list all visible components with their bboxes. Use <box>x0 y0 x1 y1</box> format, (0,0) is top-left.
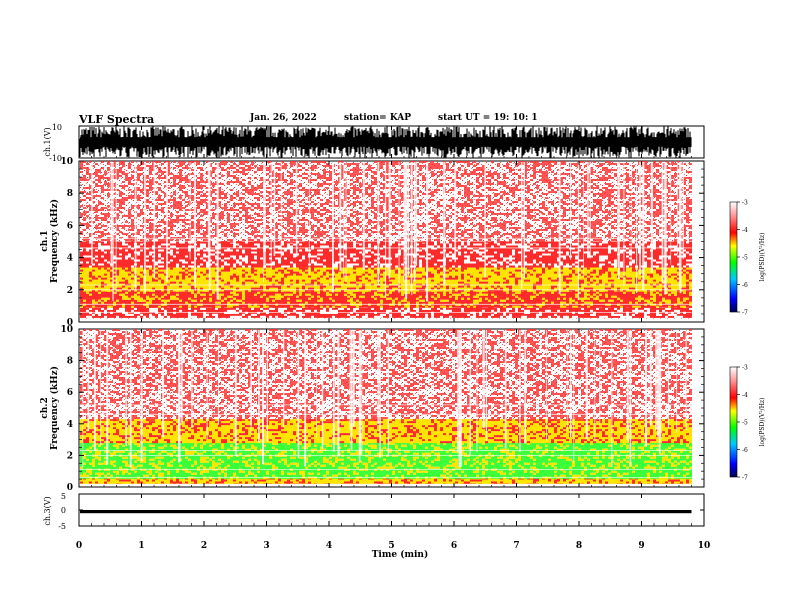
date-label: Jan. 26, 2022 <box>250 113 317 123</box>
ch1-waveform-trace <box>79 125 704 159</box>
ch1-spec-ylabel-channel: ch.1 <box>40 230 50 251</box>
freq-tick-label-10: 10 <box>60 157 73 167</box>
colorbar-tick-label--6: -6 <box>742 282 748 289</box>
freq-tick-label-4: 4 <box>67 254 73 264</box>
spectrogram-band-red-yellow-alt <box>80 289 692 308</box>
freq-tick-label-2: 2 <box>67 286 73 296</box>
ch2-colorbar-ticks: -3 -4 -5 -6 -7 <box>737 365 748 482</box>
ch1-frequency-ticks: 0 2 4 6 8 10 <box>60 157 704 328</box>
freq-tick-label-10: 10 <box>60 325 73 335</box>
freq-tick-label-8: 8 <box>67 189 73 199</box>
ch1-spec-ylabel-frequency: Frequency (kHz) <box>49 199 60 283</box>
freq-tick-label-8: 8 <box>67 357 73 367</box>
freq-tick-label-2: 2 <box>67 451 73 461</box>
ch3-ylabel: ch.3(V) <box>43 496 52 525</box>
freq-tick-label-6: 6 <box>67 221 73 231</box>
freq-tick-label-4: 4 <box>67 420 73 430</box>
start-time-label: start UT = 19: 10: 1 <box>438 113 538 123</box>
x-tick-label-1: 1 <box>138 541 144 551</box>
ch3-waveform-trace: 0 <box>61 493 704 527</box>
x-tick-label-3: 3 <box>263 541 269 551</box>
colorbar-tick-label--4: -4 <box>742 392 748 399</box>
ch3-ytick-min: -5 <box>58 522 66 531</box>
x-tick-label-6: 6 <box>451 541 457 551</box>
ch1-colorbar: -3 -4 -5 -6 -7 log(PSD)(V²/Hz) <box>729 200 766 317</box>
spectrogram-baseline-gap <box>80 483 692 486</box>
spectrogram-band-yellow-red-alt <box>80 419 692 444</box>
freq-tick-label-0: 0 <box>67 483 73 493</box>
spectrogram-band-red-alt <box>80 305 692 318</box>
ch3-waveform-band <box>80 510 692 514</box>
x-tick-label-0: 0 <box>76 541 82 551</box>
ch1-waveform-panel: 10 -10 ch.1(V) <box>43 123 705 163</box>
ch1-colorbar-label: log(PSD)(V²/Hz) <box>759 233 766 282</box>
figure-title: VLF Spectra <box>79 113 155 126</box>
spectrogram-band-yellow-alt <box>80 477 689 486</box>
ch1-spectrogram-image <box>80 161 692 321</box>
ch1-ytick-min: -10 <box>49 154 62 163</box>
ch1-ylabel: ch.1(V) <box>43 127 52 156</box>
ch1-colorbar-ticks: -3 -4 -5 -6 -7 <box>737 200 748 317</box>
spectrogram-band-sparse-red <box>80 329 692 421</box>
spectrogram-baseline-gap <box>80 318 692 321</box>
ch2-colorbar: -3 -4 -5 -6 -7 log(PSD)(V²/Hz) <box>729 365 766 482</box>
ch2-spec-ylabel-channel: ch.2 <box>40 397 50 418</box>
colorbar-tick-label--6: -6 <box>742 447 748 454</box>
ch3-ytick-max: 5 <box>61 492 66 501</box>
ch3-ytick-zero: 0 <box>61 506 66 515</box>
colorbar-tick-label--7: -7 <box>742 310 748 317</box>
colorbar-tick-label--4: -4 <box>742 227 748 234</box>
ch2-spectrogram-image <box>80 329 692 486</box>
freq-tick-label-0: 0 <box>67 318 73 328</box>
x-tick-label-8: 8 <box>576 541 582 551</box>
time-axis: 0 1 2 3 4 5 6 7 8 9 10 <box>76 126 710 551</box>
ch2-frequency-ticks: 0 2 4 6 8 10 <box>60 325 704 493</box>
x-tick-label-5: 5 <box>388 541 394 551</box>
x-tick-label-4: 4 <box>326 541 332 551</box>
x-tick-label-9: 9 <box>638 541 644 551</box>
spectrogram-impulse-streaks <box>91 162 684 302</box>
x-tick-label-2: 2 <box>201 541 207 551</box>
time-axis-label: Time (min) <box>372 549 429 560</box>
station-label: station= KAP <box>344 113 412 123</box>
ch2-spec-ylabel-frequency: Frequency (kHz) <box>49 366 60 450</box>
ch1-waveform-core <box>80 137 692 147</box>
ch3-waveform-panel: 0 5 -5 ch.3(V) <box>43 492 705 531</box>
colorbar-tick-label--5: -5 <box>742 255 748 262</box>
colorbar-tick-label--3: -3 <box>742 365 748 372</box>
colorbar-tick-label--3: -3 <box>742 200 748 207</box>
x-tick-label-10: 10 <box>698 541 711 551</box>
ch1-ytick-max: 10 <box>52 123 62 132</box>
freq-tick-label-6: 6 <box>67 388 73 398</box>
colorbar-tick-label--7: -7 <box>742 475 748 482</box>
ch2-colorbar-label: log(PSD)(V²/Hz) <box>759 398 766 447</box>
ch1-spectrogram-panel: 0 2 4 6 8 10 ch.1 Frequency (kHz) <box>40 157 705 328</box>
ch2-spectrogram-panel: 0 2 4 6 8 10 ch.2 Frequency (kHz) <box>40 325 705 493</box>
colorbar-tick-label--5: -5 <box>742 420 748 427</box>
x-tick-label-7: 7 <box>513 541 519 551</box>
